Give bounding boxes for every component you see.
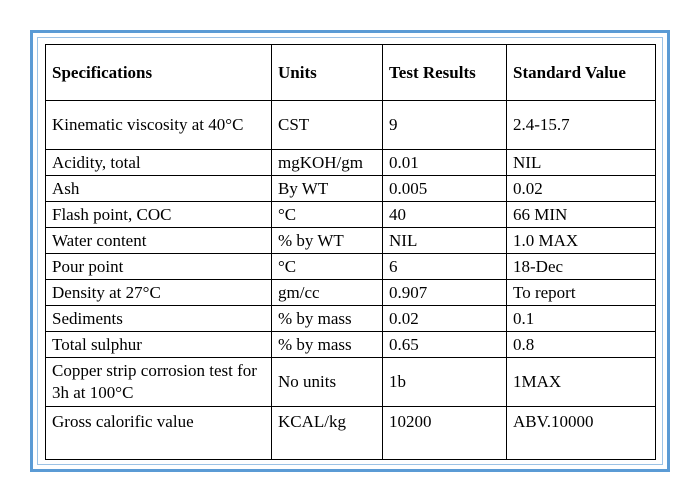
table-row: Sediments % by mass 0.02 0.1: [45, 305, 656, 332]
test-result-cell: 0.02: [382, 305, 507, 332]
test-result-cell: 0.01: [382, 149, 507, 176]
header-row: Specifications Units Test Results Standa…: [45, 44, 656, 101]
table-frame-inner-border: [37, 37, 663, 465]
test-result-cell: 6: [382, 253, 507, 280]
units-cell: mgKOH/gm: [271, 149, 383, 176]
standard-value-cell: 1MAX: [506, 357, 656, 407]
table-row: Gross calorific value KCAL/kg 10200 ABV.…: [45, 406, 656, 460]
spec-cell: Ash: [45, 175, 272, 202]
standard-value-cell: 1.0 MAX: [506, 227, 656, 254]
table-row: Total sulphur % by mass 0.65 0.8: [45, 331, 656, 358]
header-units: Units: [271, 44, 383, 101]
table-frame: Specifications Units Test Results Standa…: [30, 30, 670, 472]
test-result-cell: 0.005: [382, 175, 507, 202]
table-row: Acidity, total mgKOH/gm 0.01 NIL: [45, 149, 656, 176]
spec-cell: Sediments: [45, 305, 272, 332]
spec-cell: Water content: [45, 227, 272, 254]
units-cell: CST: [271, 100, 383, 150]
test-result-cell: NIL: [382, 227, 507, 254]
spec-cell: Density at 27°C: [45, 279, 272, 306]
spec-cell: Pour point: [45, 253, 272, 280]
table-row: Water content % by WT NIL 1.0 MAX: [45, 227, 656, 254]
table-row: Kinematic viscosity at 40°C CST 9 2.4-15…: [45, 100, 656, 150]
header-test-results: Test Results: [382, 44, 507, 101]
spec-cell: Kinematic viscosity at 40°C: [45, 100, 272, 150]
standard-value-cell: 2.4-15.7: [506, 100, 656, 150]
table-row: Ash By WT 0.005 0.02: [45, 175, 656, 202]
standard-value-cell: 0.1: [506, 305, 656, 332]
units-cell: KCAL/kg: [271, 406, 383, 460]
test-result-cell: 1b: [382, 357, 507, 407]
standard-value-cell: ABV.10000: [506, 406, 656, 460]
test-result-cell: 9: [382, 100, 507, 150]
table-row: Pour point °C 6 18-Dec: [45, 253, 656, 280]
units-cell: % by mass: [271, 331, 383, 358]
units-cell: By WT: [271, 175, 383, 202]
units-cell: °C: [271, 253, 383, 280]
test-result-cell: 0.907: [382, 279, 507, 306]
spec-cell: Total sulphur: [45, 331, 272, 358]
units-cell: % by mass: [271, 305, 383, 332]
units-cell: % by WT: [271, 227, 383, 254]
standard-value-cell: 18-Dec: [506, 253, 656, 280]
test-result-cell: 0.65: [382, 331, 507, 358]
table-row: Density at 27°C gm/cc 0.907 To report: [45, 279, 656, 306]
test-result-cell: 10200: [382, 406, 507, 460]
standard-value-cell: NIL: [506, 149, 656, 176]
units-cell: °C: [271, 201, 383, 228]
standard-value-cell: 0.8: [506, 331, 656, 358]
spec-cell: Acidity, total: [45, 149, 272, 176]
test-result-cell: 40: [382, 201, 507, 228]
header-standard-value: Standard Value: [506, 44, 656, 101]
table-row: Copper strip corrosion test for 3h at 10…: [45, 357, 656, 407]
spec-cell: Copper strip corrosion test for 3h at 10…: [45, 357, 272, 407]
units-cell: gm/cc: [271, 279, 383, 306]
specifications-table: Specifications Units Test Results Standa…: [45, 44, 656, 460]
standard-value-cell: 0.02: [506, 175, 656, 202]
standard-value-cell: To report: [506, 279, 656, 306]
spec-cell: Flash point, COC: [45, 201, 272, 228]
units-cell: No units: [271, 357, 383, 407]
header-specifications: Specifications: [45, 44, 272, 101]
standard-value-cell: 66 MIN: [506, 201, 656, 228]
table-row: Flash point, COC °C 40 66 MIN: [45, 201, 656, 228]
spec-cell: Gross calorific value: [45, 406, 272, 460]
